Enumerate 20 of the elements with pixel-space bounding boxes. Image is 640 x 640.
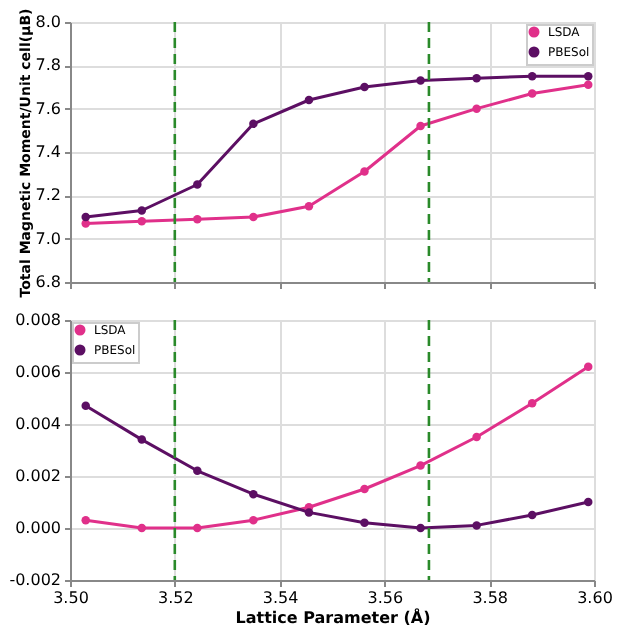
y-tick-label: 7.4 <box>35 143 61 161</box>
x-tick-label: 3.58 <box>472 589 509 607</box>
y-tick-label: 0.006 <box>15 363 61 381</box>
x-tick-label: 3.56 <box>367 589 404 607</box>
x-axis-title: Lattice Parameter (Å) <box>235 607 431 627</box>
y-tick-label: 6.8 <box>35 273 61 291</box>
y-tick-label: 7.6 <box>35 99 61 118</box>
y-tick-label: 7.2 <box>35 186 61 205</box>
y-tick-label: 8.0 <box>35 13 61 31</box>
y-tick-label: 0.008 <box>15 311 61 329</box>
y-tick-label: 7.0 <box>35 229 61 248</box>
x-tick-label: 3.52 <box>157 589 194 607</box>
x-tick-label: 3.50 <box>53 589 89 607</box>
y-tick-label: 0.002 <box>15 467 61 485</box>
x-tick-label: 3.60 <box>577 589 613 607</box>
y-tick-label: 7.8 <box>35 56 61 75</box>
y-tick-label: -0.002 <box>9 571 61 589</box>
x-tick-label: 3.54 <box>262 589 299 607</box>
y-tick-label: 0.000 <box>15 519 61 537</box>
y-tick-label: 0.004 <box>15 415 61 433</box>
